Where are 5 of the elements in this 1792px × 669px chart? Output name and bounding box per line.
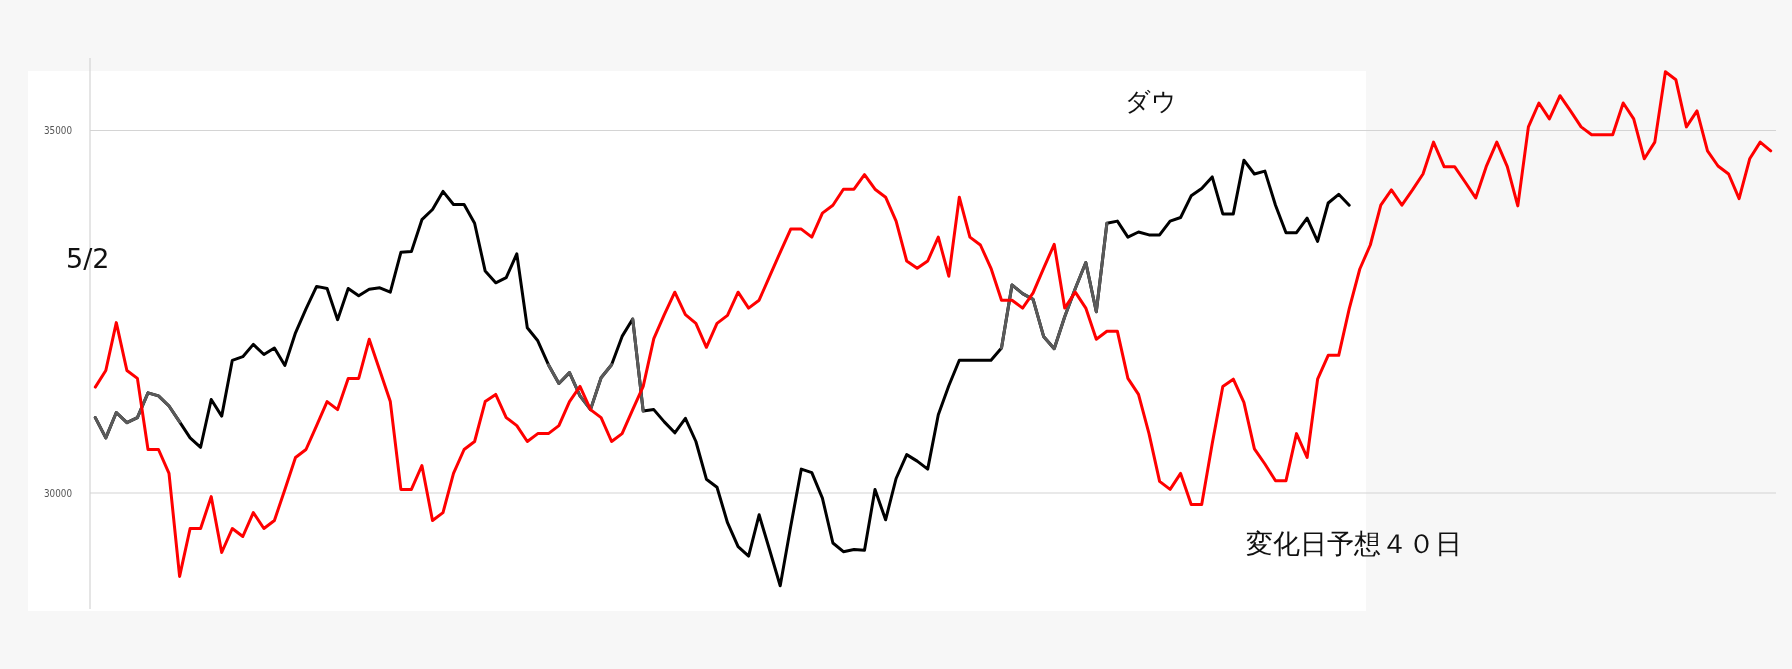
annotation: 5/2 <box>66 243 110 274</box>
annotation: ダウ <box>1125 87 1177 116</box>
annotation: 変化日予想４０日 <box>1246 528 1462 559</box>
y-tick-label: 35000 <box>44 124 72 137</box>
y-tick-label: 30000 <box>44 487 72 500</box>
